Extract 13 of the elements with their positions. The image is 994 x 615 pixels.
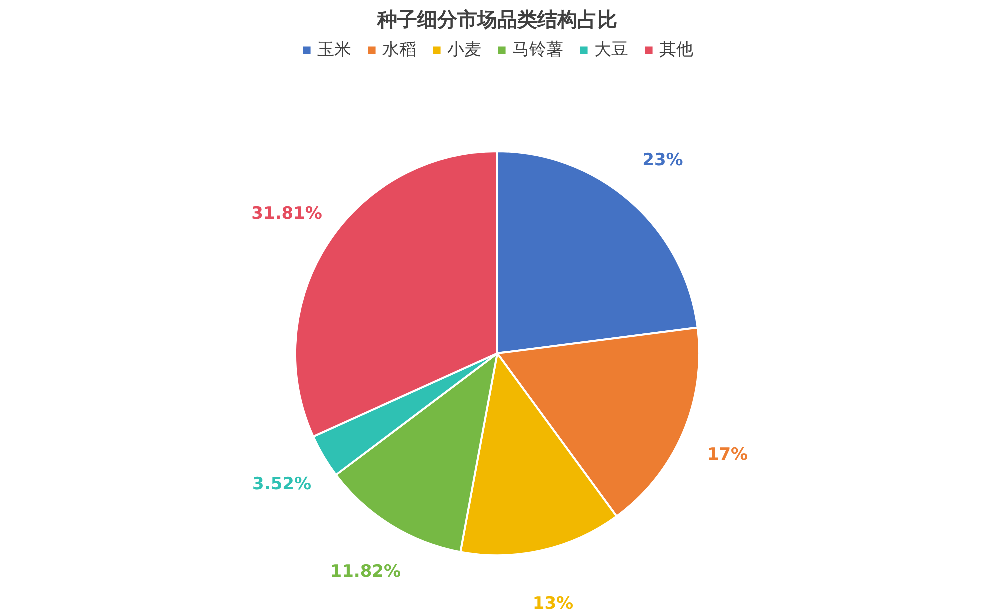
- legend-label: 小麦: [448, 39, 482, 61]
- legend-label: 马铃薯: [512, 39, 564, 61]
- data-label: 13%: [532, 594, 574, 614]
- legend-label: 水稻: [382, 39, 416, 61]
- data-label: 3.52%: [252, 474, 312, 495]
- legend-label: 大豆: [594, 39, 628, 61]
- legend-label: 其他: [660, 39, 694, 61]
- chart-title: 种子细分市场品类结构占比: [376, 8, 618, 32]
- data-label: 11.82%: [330, 562, 402, 582]
- data-label: 23%: [642, 150, 684, 171]
- data-label: 17%: [707, 444, 748, 465]
- legend-label: 玉米: [318, 39, 352, 61]
- data-label: 31.81%: [252, 204, 322, 224]
